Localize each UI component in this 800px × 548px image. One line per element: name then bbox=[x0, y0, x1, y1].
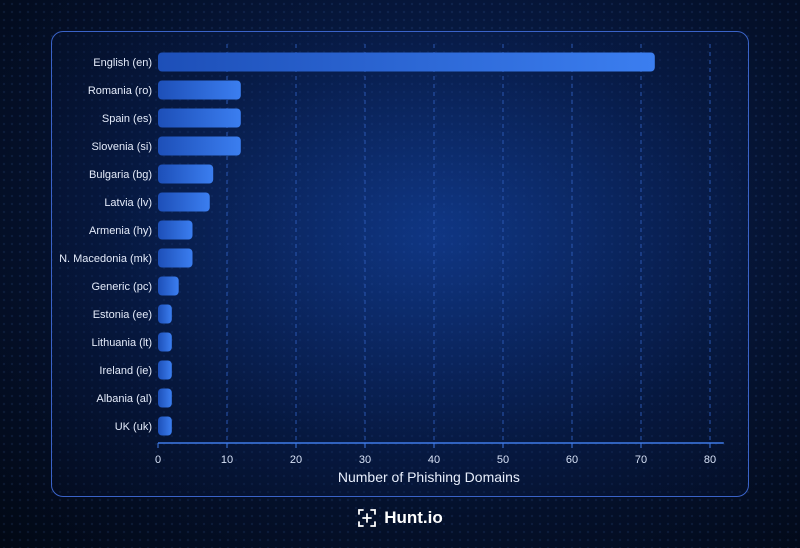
x-tick-label: 50 bbox=[497, 454, 509, 466]
y-category-label: Lithuania (lt) bbox=[91, 337, 152, 349]
x-tick-label: 40 bbox=[428, 454, 440, 466]
x-tick-label: 30 bbox=[359, 454, 371, 466]
x-tick-label: 0 bbox=[155, 454, 161, 466]
y-axis-labels: English (en) Romania (ro) Spain (es) Sloven… bbox=[59, 57, 152, 433]
y-category-label: Generic (pc) bbox=[91, 281, 152, 293]
y-category-label: Slovenia (si) bbox=[91, 141, 152, 153]
bar bbox=[158, 248, 193, 268]
y-category-label: Ireland (ie) bbox=[99, 365, 152, 377]
y-category-label: Estonia (ee) bbox=[93, 309, 152, 321]
bar bbox=[158, 52, 655, 72]
x-tick-label: 10 bbox=[221, 454, 233, 466]
y-category-label: English (en) bbox=[93, 57, 152, 69]
x-tick-label: 80 bbox=[704, 454, 716, 466]
bar bbox=[158, 80, 241, 100]
bar bbox=[158, 164, 214, 184]
bar bbox=[158, 108, 241, 128]
x-tick-label: 60 bbox=[566, 454, 578, 466]
y-category-label: Armenia (hy) bbox=[89, 225, 152, 237]
y-category-label: Romania (ro) bbox=[88, 85, 152, 97]
brand: Hunt.io bbox=[0, 505, 800, 531]
y-category-label: UK (uk) bbox=[115, 421, 152, 433]
y-category-label: Bulgaria (bg) bbox=[89, 169, 152, 181]
bars bbox=[158, 52, 655, 436]
bar bbox=[158, 388, 172, 408]
bar bbox=[158, 276, 179, 296]
bar bbox=[158, 304, 172, 324]
x-axis-label: Number of Phishing Domains bbox=[338, 469, 520, 485]
x-tick-label: 70 bbox=[635, 454, 647, 466]
bar bbox=[158, 332, 172, 352]
brand-name: Hunt.io bbox=[384, 508, 443, 527]
bar bbox=[158, 136, 241, 156]
x-axis-ticks: 0 10 20 30 40 50 60 70 80 bbox=[155, 443, 716, 466]
y-category-label: Spain (es) bbox=[102, 113, 152, 125]
hunt-logo-icon bbox=[358, 509, 377, 527]
bar bbox=[158, 416, 172, 436]
bar bbox=[158, 192, 210, 212]
y-category-label: Latvia (lv) bbox=[104, 197, 152, 209]
y-category-label: N. Macedonia (mk) bbox=[59, 253, 152, 265]
x-tick-label: 20 bbox=[290, 454, 302, 466]
y-category-label: Albania (al) bbox=[96, 393, 152, 405]
grid-lines bbox=[226, 44, 711, 443]
bar bbox=[158, 360, 172, 380]
bar bbox=[158, 220, 193, 240]
